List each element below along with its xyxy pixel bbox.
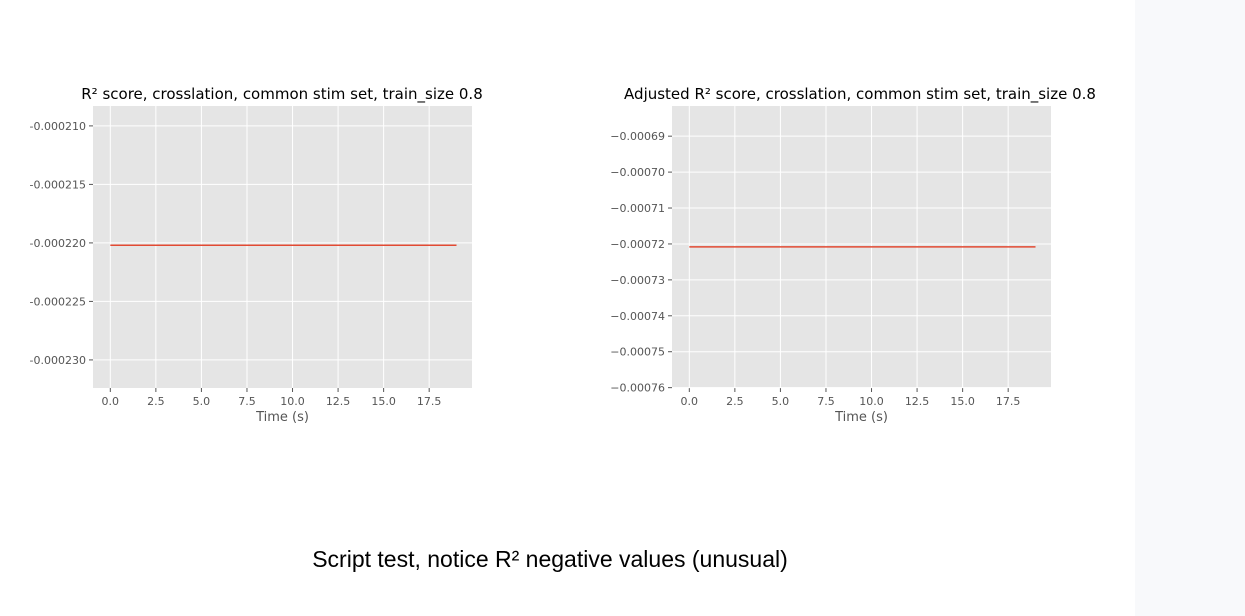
x-tick-label: 12.5 <box>326 395 351 408</box>
y-tick-label: −0.00076 <box>610 382 665 395</box>
x-tick-label: 15.0 <box>371 395 396 408</box>
x-tick-label: 7.5 <box>817 395 835 408</box>
adjusted-r2-score-chart: 0.0 2.5 5.0 7.5 10.0 12.5 15.0 17.5 −0.00069 −0.0… <box>610 85 1096 425</box>
figure-caption: Script test, notice R² negative values (… <box>312 546 788 572</box>
y-tick-label: -0.000210 <box>30 120 86 133</box>
y-tick-label: -0.000230 <box>30 354 86 367</box>
x-axis-label: Time (s) <box>255 410 309 425</box>
x-tick-label: 17.5 <box>996 395 1021 408</box>
side-panel <box>1135 0 1245 616</box>
y-tick-label: −0.00070 <box>610 166 665 179</box>
r2-score-chart: 0.0 2.5 5.0 7.5 10.0 12.5 15.0 17.5 -0.000210 -0.… <box>30 85 483 425</box>
x-tick-label: 0.0 <box>102 395 120 408</box>
y-tick-label: −0.00075 <box>610 346 665 359</box>
plot-area <box>93 106 472 388</box>
x-tick-label: 5.0 <box>193 395 211 408</box>
x-tick-label: 17.5 <box>417 395 442 408</box>
y-tick-label: -0.000220 <box>30 237 86 250</box>
x-tick-label: 2.5 <box>147 395 165 408</box>
x-tick-label: 10.0 <box>859 395 884 408</box>
y-tick-label: −0.00072 <box>610 238 665 251</box>
y-tick-label: −0.00074 <box>610 310 665 323</box>
x-axis-label: Time (s) <box>834 410 888 425</box>
y-tick-label: −0.00073 <box>610 274 665 287</box>
y-tick-label: −0.00069 <box>610 130 665 143</box>
chart-title: R² score, crosslation, common stim set, … <box>81 85 483 104</box>
x-tick-label: 15.0 <box>950 395 975 408</box>
x-tick-label: 2.5 <box>726 395 744 408</box>
y-tick-label: -0.000225 <box>30 295 86 308</box>
x-tick-label: 10.0 <box>280 395 305 408</box>
y-tick-label: -0.000215 <box>30 178 86 191</box>
x-tick-label: 0.0 <box>681 395 699 408</box>
y-tick-label: −0.00071 <box>610 202 665 215</box>
chart-title: Adjusted R² score, crosslation, common s… <box>624 85 1096 104</box>
x-tick-label: 12.5 <box>905 395 930 408</box>
x-tick-label: 7.5 <box>238 395 256 408</box>
x-tick-label: 5.0 <box>772 395 790 408</box>
